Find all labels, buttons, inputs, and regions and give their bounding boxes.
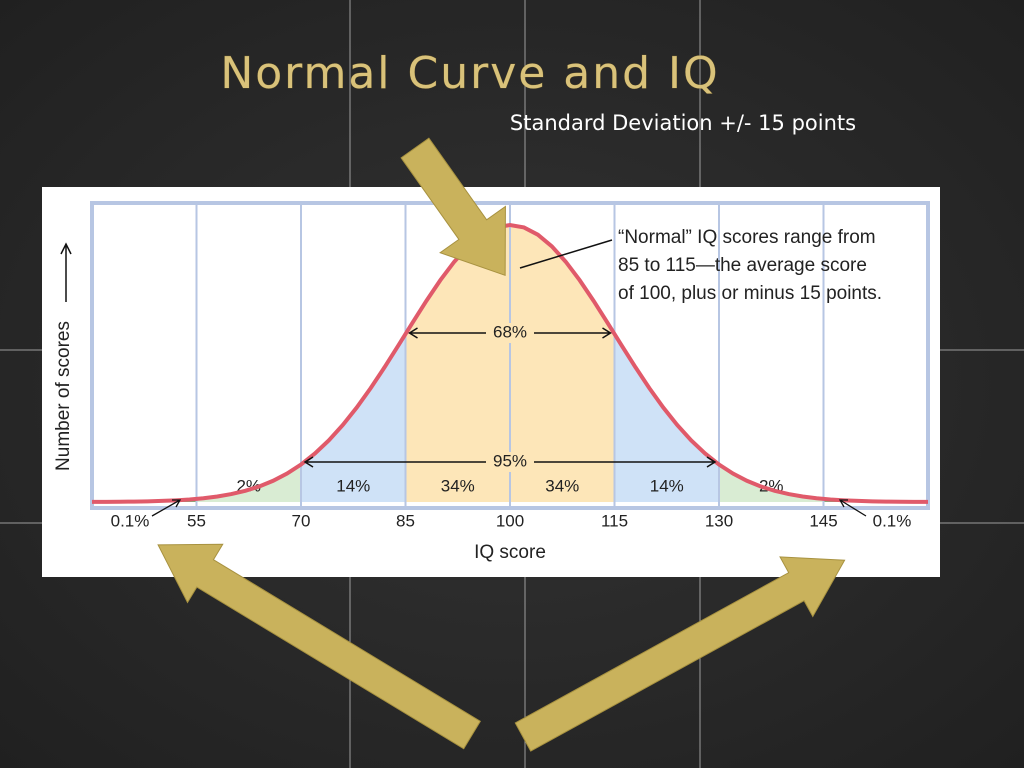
title: Normal Curve and IQ [220,48,719,99]
tail-label: 0.1% [111,511,150,530]
span-label-bg [486,323,534,343]
x-tick-label: 85 [396,511,415,530]
tail-label: 0.1% [873,511,912,530]
y-axis-arrow [60,242,72,302]
arrow [514,556,846,752]
band-label: 34% [545,476,579,495]
annotation: “Normal” IQ scores range from [618,227,876,248]
annotation: 85 to 115—the average score [618,255,867,276]
arrow [157,543,481,750]
annotation-pointer [519,239,613,269]
x-tick-label: 55 [187,511,206,530]
x-tick-label: 130 [705,511,733,530]
band [196,464,301,502]
pointer-arrows [157,137,846,752]
x-tick-label: 70 [292,511,311,530]
tail-pointer [838,499,867,517]
span-label: 68% [493,322,527,341]
curve [91,222,929,504]
arrow [400,137,506,277]
subtitle: Standard Deviation +/- 15 points [510,111,856,135]
band-label: 14% [336,476,370,495]
band-label: 34% [441,476,475,495]
annotation: of 100, plus or minus 15 points. [618,283,882,304]
x-axis-title: IQ score [474,542,546,563]
x-tick-label: 100 [496,511,524,530]
x-tick-label: 115 [601,511,628,530]
band [719,464,824,502]
y-axis-title: Number of scores [53,321,74,471]
span-label: 95% [493,451,527,470]
band-label: 14% [650,476,684,495]
span-label-bg [486,452,534,472]
x-tick-label: 145 [809,511,837,530]
tail-pointer [151,499,182,517]
